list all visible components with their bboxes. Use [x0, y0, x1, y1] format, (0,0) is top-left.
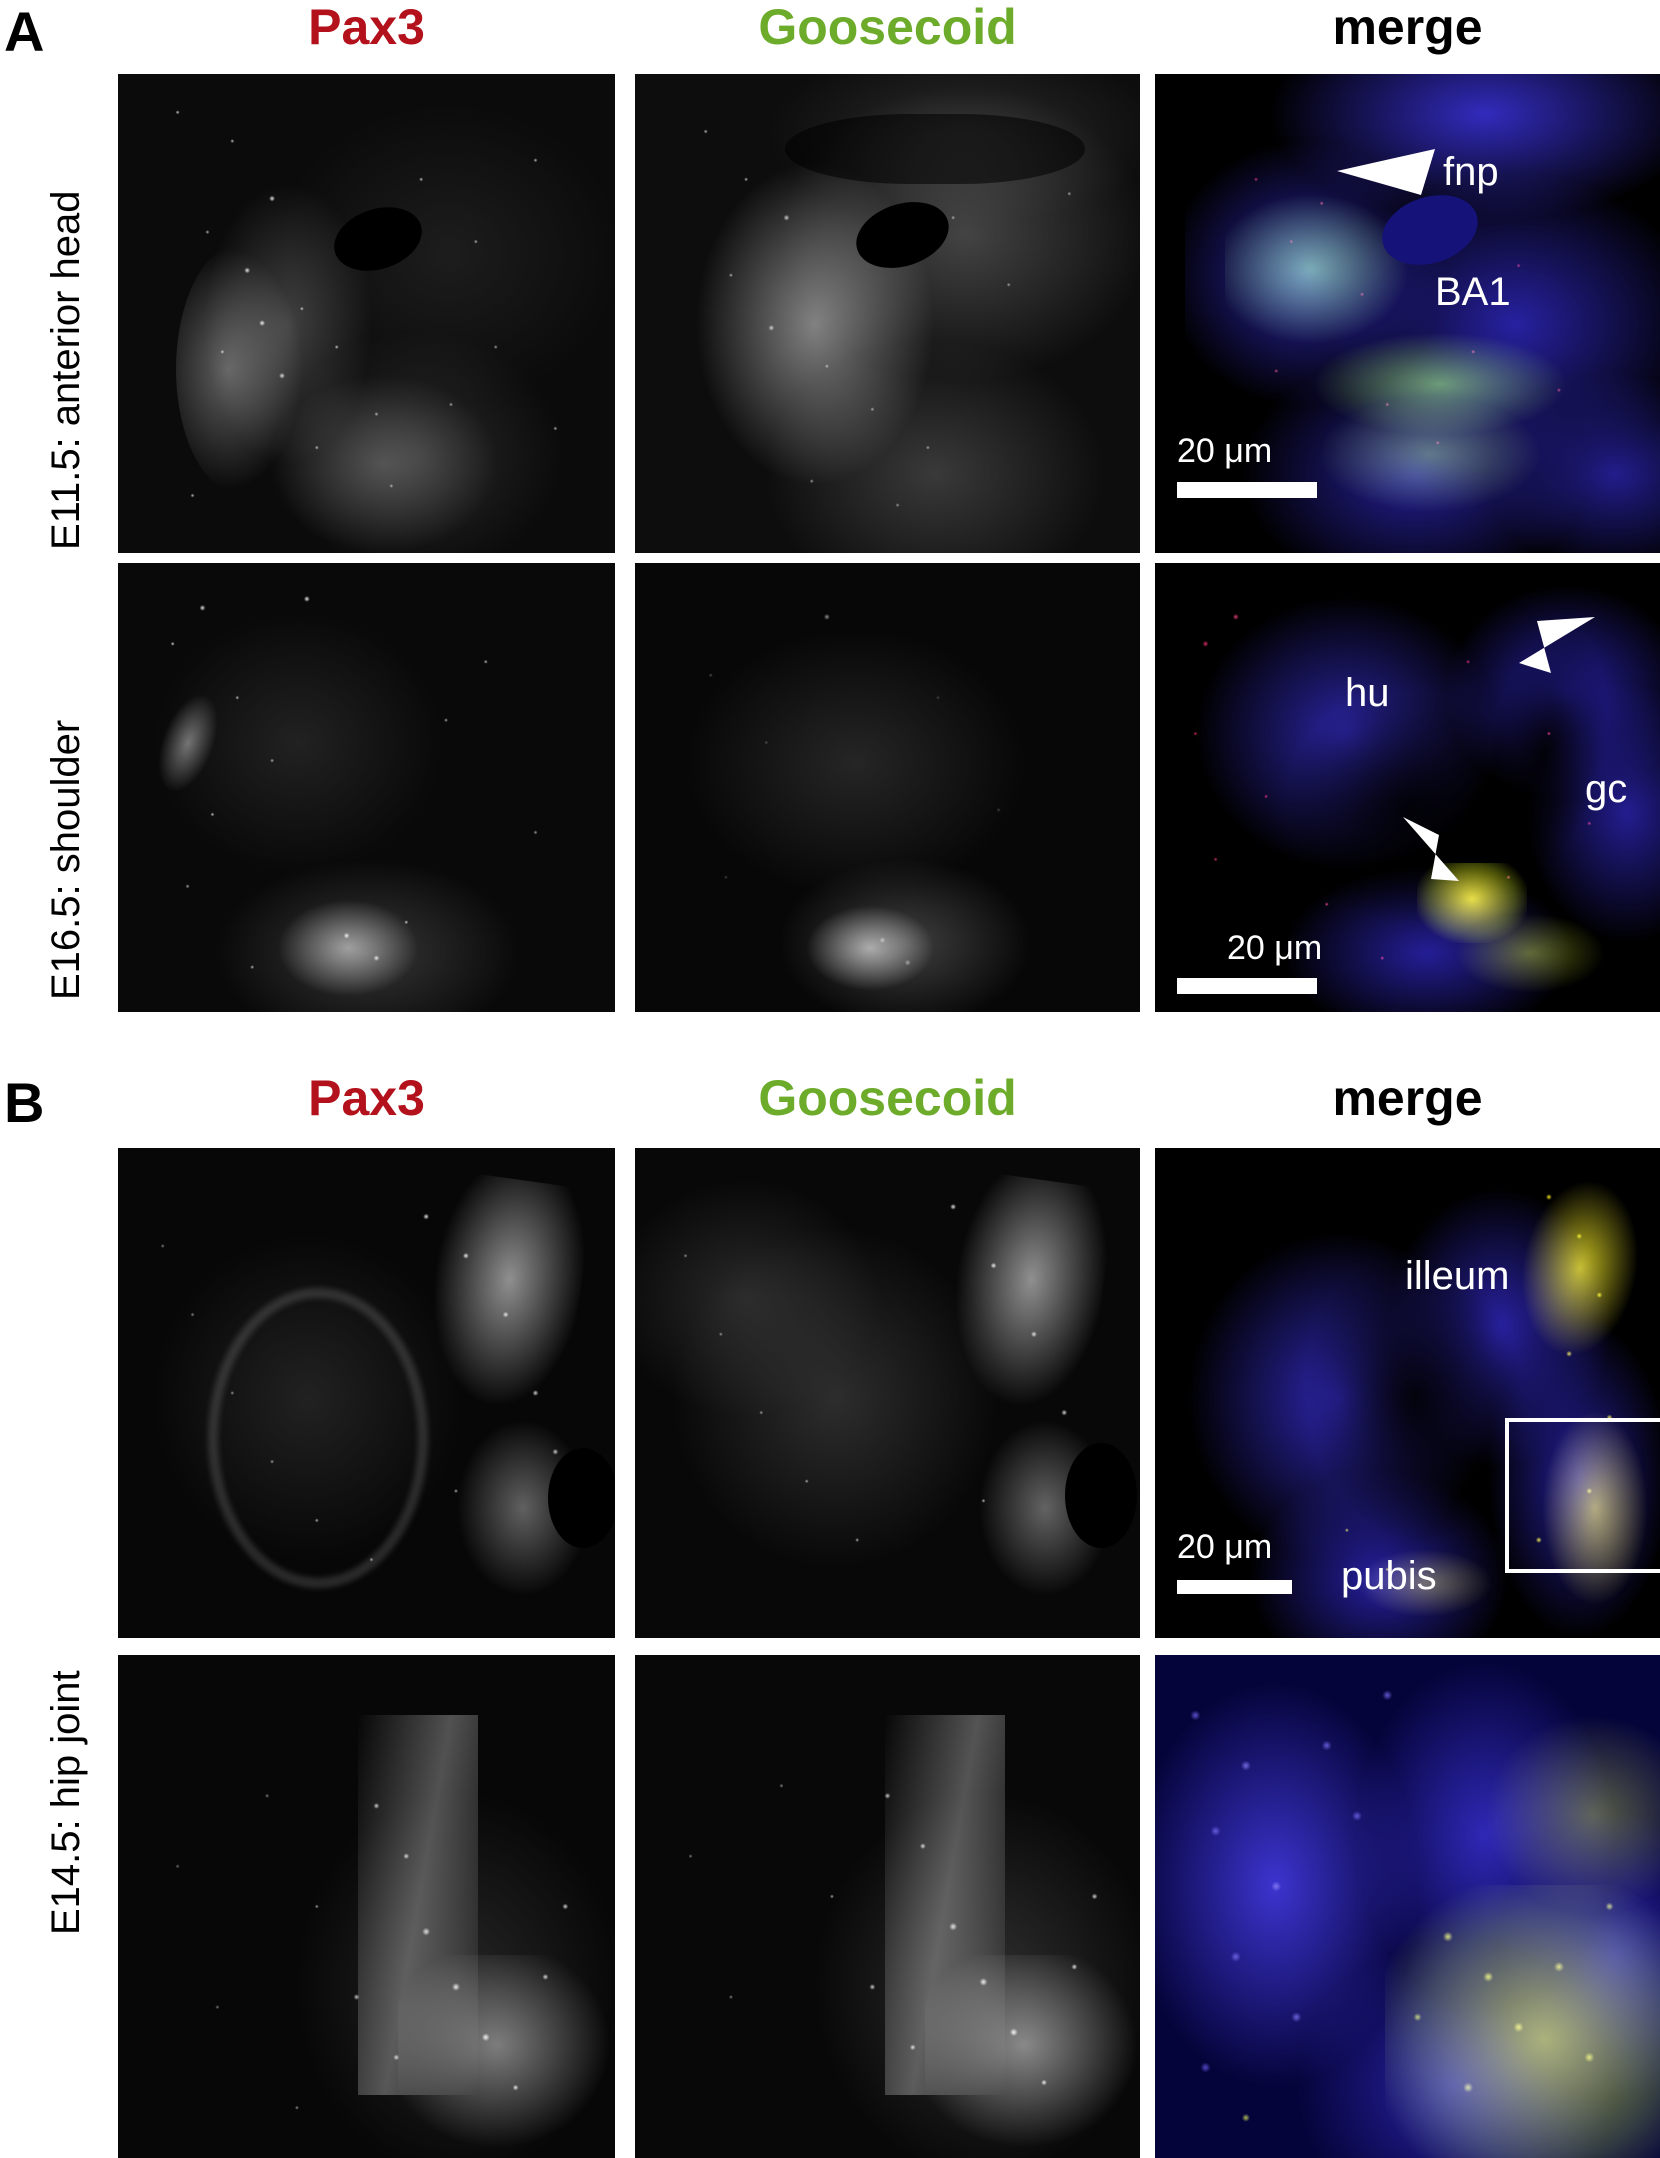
annotation-gc: gc — [1585, 767, 1628, 811]
column-header-pax3-b: Pax3 — [308, 1070, 425, 1126]
row-label-e11-anterior-head: E11.5: anterior head — [44, 190, 88, 550]
row-label-e14-hip-joint: E14.5: hip joint — [44, 1670, 88, 1935]
annotation-fnp: fnp — [1443, 150, 1499, 194]
column-header-pax3-a: Pax3 — [308, 0, 425, 55]
scalebar-label-a1: 20 μm — [1177, 432, 1273, 470]
arrowhead-upper-right — [1519, 617, 1595, 673]
image-a2-goosecoid — [635, 563, 1140, 1012]
arrowhead-lower-center — [1403, 817, 1459, 881]
annotation-ba1: BA1 — [1435, 270, 1511, 314]
inset-region-box — [1505, 1418, 1660, 1573]
image-b1-goosecoid — [635, 1148, 1140, 1638]
annotation-hu: hu — [1345, 671, 1390, 715]
column-header-merge-b: merge — [1332, 1070, 1483, 1126]
scalebar-bar-a2 — [1177, 978, 1317, 994]
image-b1-merge: illeum pubis 20 μm — [1155, 1148, 1660, 1638]
panel-letter-b: B — [4, 1071, 44, 1134]
scalebar-label-b1: 20 μm — [1177, 1528, 1273, 1566]
annotation-pubis: pubis — [1341, 1554, 1437, 1598]
scalebar-label-a2: 20 μm — [1227, 929, 1323, 967]
panel-letter-a: A — [4, 0, 44, 63]
scalebar-bar-b1 — [1177, 1580, 1292, 1594]
image-b2-goosecoid — [635, 1655, 1140, 2158]
column-header-merge-a: merge — [1332, 0, 1483, 55]
annotation-illeum: illeum — [1405, 1254, 1510, 1298]
row-label-e16-shoulder: E16.5: shoulder — [44, 719, 88, 1000]
arrowhead-fnp — [1337, 149, 1435, 195]
image-b2-merge — [1155, 1655, 1660, 2158]
image-a1-pax3 — [118, 74, 615, 553]
image-a2-pax3 — [118, 563, 615, 1012]
column-header-goosecoid-a: Goosecoid — [758, 0, 1017, 55]
column-header-goosecoid-b: Goosecoid — [758, 1070, 1017, 1126]
image-b1-pax3 — [118, 1148, 615, 1638]
image-b2-pax3 — [118, 1655, 615, 2158]
image-a2-merge: hu gc 20 μm — [1155, 563, 1660, 1012]
image-a1-goosecoid — [635, 74, 1140, 553]
image-a1-merge: fnp BA1 20 μm — [1155, 74, 1660, 553]
scalebar-bar-a1 — [1177, 482, 1317, 498]
